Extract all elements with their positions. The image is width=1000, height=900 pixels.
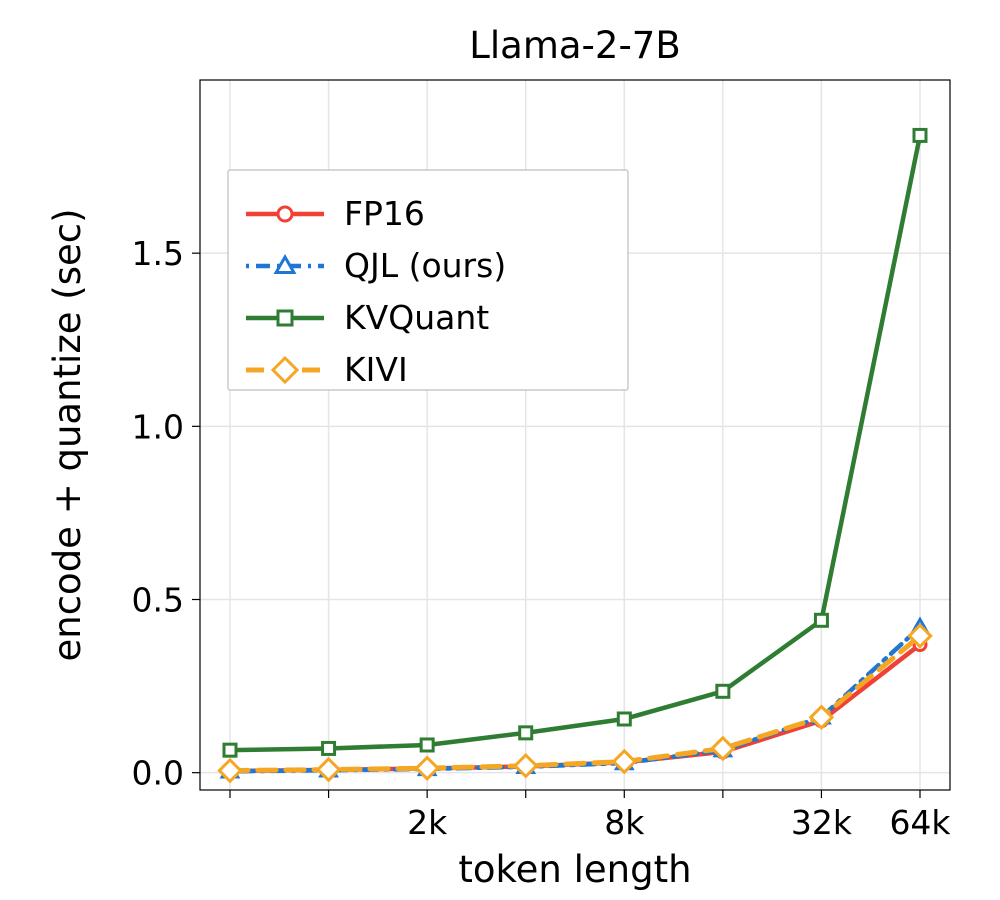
ytick-label: 1.5	[132, 234, 184, 273]
ytick-label: 0.0	[132, 754, 184, 793]
xtick-labels: 2k 8k 32k 64k	[407, 803, 951, 842]
ytick-label: 1.0	[132, 407, 184, 446]
ytick-labels: 0.0 0.5 1.0 1.5	[132, 234, 184, 793]
x-axis-label: token length	[458, 848, 691, 891]
xtick-label: 8k	[604, 803, 645, 842]
chart-title: Llama-2-7B	[469, 24, 680, 67]
legend: FP16 QJL (ours) KVQuant KIVI	[228, 170, 628, 390]
ytick-label: 0.5	[132, 581, 184, 620]
y-axis-label: encode + quantize (sec)	[46, 208, 89, 661]
legend-label: KIVI	[344, 350, 408, 389]
yticks	[192, 253, 200, 773]
legend-label: KVQuant	[344, 298, 489, 337]
xtick-label: 2k	[407, 803, 448, 842]
chart-root: 2k 8k 32k 64k 0.0 0.5 1.0 1.5 FP16 QJL (ours) KV…	[0, 0, 1000, 900]
legend-label: FP16	[344, 194, 425, 233]
legend-label: QJL (ours)	[344, 246, 506, 285]
xtick-label: 64k	[889, 803, 951, 842]
xtick-label: 32k	[791, 803, 853, 842]
xticks	[230, 790, 920, 798]
